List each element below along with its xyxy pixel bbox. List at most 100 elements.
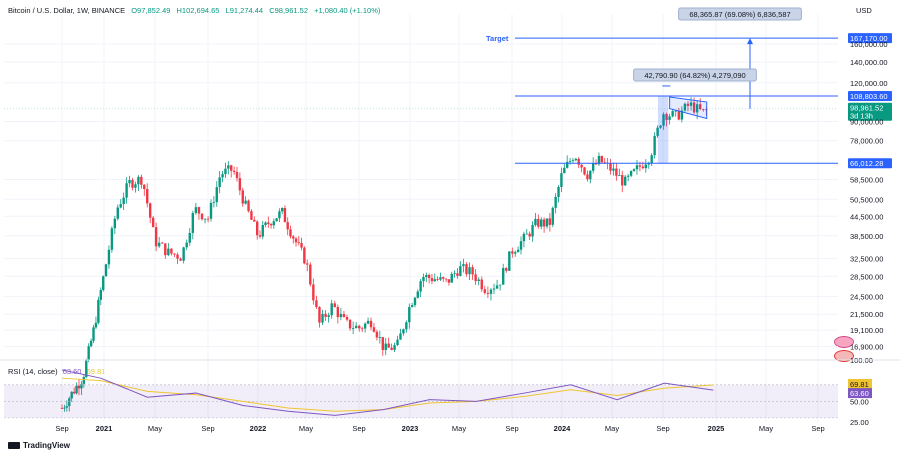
candle-body [468, 267, 471, 275]
price-axis-label: 19,100.00 [850, 326, 883, 335]
candle-body [188, 232, 191, 243]
candle-body [442, 277, 445, 279]
candle-body [511, 251, 514, 254]
candle-body [194, 207, 198, 213]
candle-body [200, 213, 204, 220]
candle-body [203, 218, 207, 220]
candle-body [626, 175, 630, 177]
candle-body [63, 407, 66, 409]
candle-body [577, 158, 580, 165]
time-axis-label: 2024 [554, 424, 572, 433]
candle-body [339, 313, 343, 318]
candle-body [235, 172, 239, 179]
time-axis-label: May [299, 424, 313, 433]
chart-header: Bitcoin / U.S. Dollar, 1W, BINANCE O97,8… [8, 6, 380, 15]
candle-body [545, 218, 549, 227]
price-axis-label: 50,500.00 [850, 195, 883, 204]
symbol-title: Bitcoin / U.S. Dollar, 1W, BINANCE [8, 6, 126, 15]
candle-body [405, 322, 408, 330]
candle-body [179, 258, 182, 261]
candle-body [462, 264, 465, 267]
candle-body [264, 222, 267, 226]
candle-body [554, 196, 557, 208]
candle-body [294, 238, 298, 243]
candle-body [665, 114, 668, 120]
candle-body [632, 169, 636, 171]
candle-body [483, 289, 487, 293]
tradingview-logo[interactable]: TradingView [8, 441, 70, 450]
candle-body [540, 219, 543, 227]
price-axis-label: 16,900.00 [850, 343, 883, 352]
time-axis-label: Sep [505, 424, 518, 433]
candle-body [662, 114, 665, 126]
candle-body [167, 248, 170, 256]
candle-body [427, 274, 431, 279]
candle-body [505, 268, 508, 271]
candle-body [548, 218, 552, 225]
candle-body [410, 305, 414, 307]
candle-body [173, 253, 176, 255]
event-flag-icon[interactable] [834, 336, 854, 348]
candle-body [255, 221, 259, 236]
candle-body [148, 203, 152, 218]
candle-body [498, 284, 502, 286]
candle-body [702, 109, 705, 110]
candle-body [297, 242, 300, 244]
price-axis-label: 24,500.00 [850, 293, 883, 302]
candle-body [280, 208, 284, 212]
candle-body [94, 322, 98, 328]
candle-body [396, 339, 399, 346]
time-axis-label: 2021 [96, 424, 113, 433]
candle-body [653, 135, 656, 156]
target-label: Target [486, 34, 509, 43]
bull-flag-channel [669, 96, 708, 120]
rsi-header: RSI (14, close) 63.60 69.81 [8, 367, 105, 376]
candle-body [390, 347, 393, 350]
candle-body [300, 242, 303, 248]
candle-body [609, 163, 612, 171]
candle-body [480, 279, 483, 290]
tradingview-mark-icon [8, 442, 20, 449]
candle-body [85, 360, 88, 378]
candle-body [77, 385, 81, 389]
earnings-flag-icon[interactable] [834, 350, 854, 362]
candle-body [122, 197, 125, 205]
candle-body [206, 218, 210, 220]
rsi-axis-label: 25.00 [850, 418, 869, 427]
candle-body [519, 241, 523, 250]
candle-body [161, 242, 164, 244]
current-price-label: 98,961.52 [850, 104, 883, 113]
candle-body [366, 320, 370, 324]
price-axis-label: 120,000.00 [850, 79, 888, 88]
candle-body [422, 276, 425, 282]
candle-body [557, 187, 560, 197]
time-axis-label: 2023 [402, 424, 419, 433]
candle-body [134, 184, 137, 188]
candle-body [75, 385, 78, 394]
time-axis-label: 2022 [250, 424, 267, 433]
level-tag [848, 33, 892, 44]
rsi-value: 63.60 [62, 367, 82, 376]
candle-body [603, 162, 606, 164]
candle-body [99, 290, 102, 300]
candle-body [375, 331, 379, 338]
time-axis-label: May [759, 424, 773, 433]
candle-body [591, 163, 595, 171]
candle-body [218, 177, 221, 188]
candle-body [477, 279, 480, 282]
candle-body [638, 165, 642, 167]
time-axis-label: Sep [352, 424, 365, 433]
candle-body [164, 243, 167, 256]
candle-body [486, 292, 490, 294]
candle-body [224, 168, 227, 175]
candle-body [238, 178, 242, 191]
candle-body [227, 165, 230, 169]
candle-body [197, 207, 201, 214]
candle-body [116, 207, 119, 219]
candle-body [680, 110, 684, 120]
candle-body [176, 254, 179, 259]
candle-body [151, 217, 155, 228]
candle-body [128, 179, 131, 184]
candle-body [131, 179, 134, 188]
